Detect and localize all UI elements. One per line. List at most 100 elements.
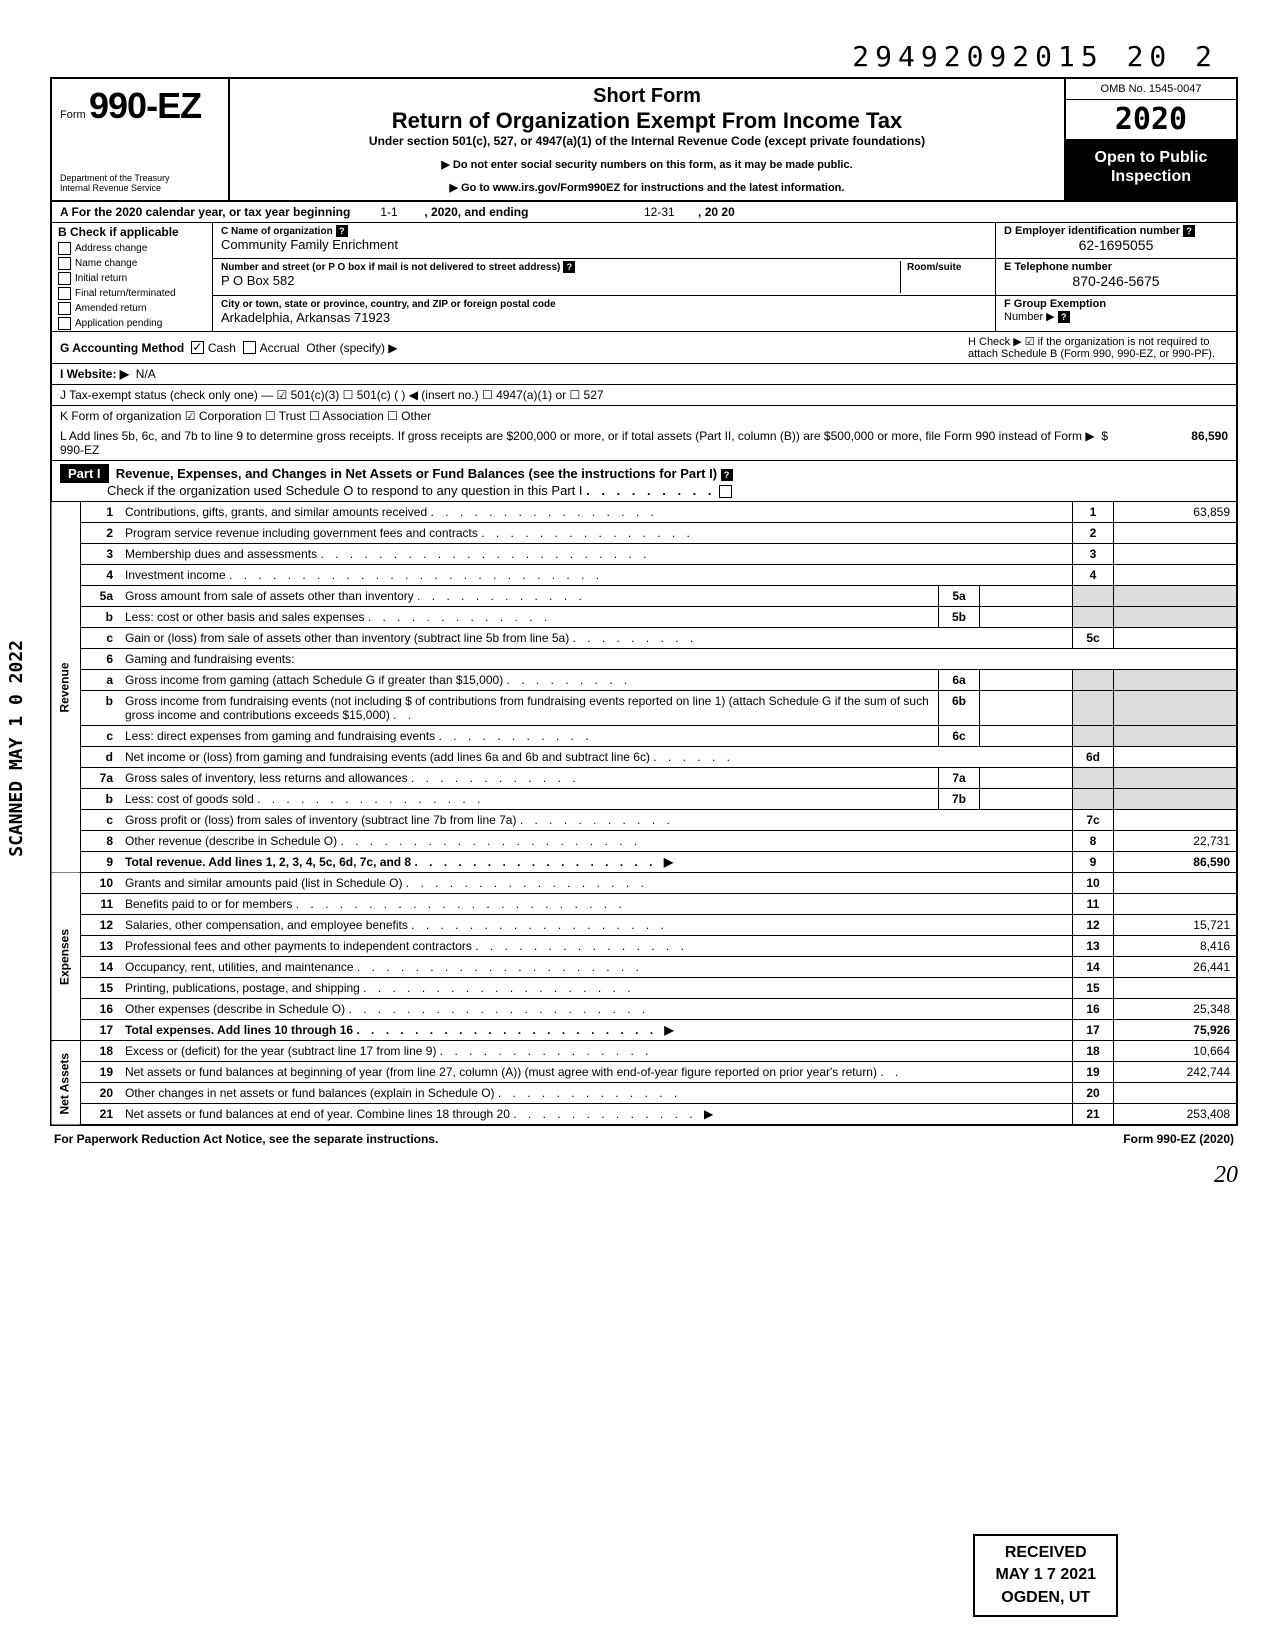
amount: [1114, 1083, 1238, 1104]
box-number: 12: [1073, 915, 1114, 936]
line-row: 8Other revenue (describe in Schedule O) …: [51, 831, 1237, 852]
cb-schedule-o[interactable]: [719, 485, 732, 498]
dept-line-2: Internal Revenue Service: [60, 184, 220, 194]
line-number: 1: [81, 502, 120, 523]
line-row: 5aGross amount from sale of assets other…: [51, 586, 1237, 607]
cb-initial-return[interactable]: Initial return: [52, 271, 212, 286]
e-phone: 870-246-5675: [1004, 273, 1228, 289]
omb-number: OMB No. 1545-0047: [1066, 79, 1236, 100]
box-number: 17: [1073, 1020, 1114, 1041]
line-row: 9Total revenue. Add lines 1, 2, 3, 4, 5c…: [51, 852, 1237, 873]
box-number: 21: [1073, 1104, 1114, 1126]
line-desc: Grants and similar amounts paid (list in…: [119, 873, 1073, 894]
amount: 25,348: [1114, 999, 1238, 1020]
line-desc: Membership dues and assessments . . . . …: [119, 544, 1073, 565]
section-bcdef: B Check if applicable Address change Nam…: [50, 223, 1238, 332]
cb-amended-return[interactable]: Amended return: [52, 301, 212, 316]
inner-box-number: 6b: [939, 691, 980, 726]
line-number: 15: [81, 978, 120, 999]
line-desc: Professional fees and other payments to …: [119, 936, 1073, 957]
cb-app-pending[interactable]: Application pending: [52, 316, 212, 331]
box-number: 5c: [1073, 628, 1114, 649]
line-row: bGross income from fundraising events (n…: [51, 691, 1237, 726]
inner-amount: [980, 768, 1073, 789]
amount: 242,744: [1114, 1062, 1238, 1083]
line-number: 2: [81, 523, 120, 544]
form-number: 990-EZ: [89, 85, 201, 126]
inner-amount: [980, 726, 1073, 747]
side-label: Expenses: [51, 873, 81, 1041]
box-number: 11: [1073, 894, 1114, 915]
line-number: 19: [81, 1062, 120, 1083]
amount: [1114, 565, 1238, 586]
tax-year: 2020: [1066, 100, 1236, 140]
title-main: Return of Organization Exempt From Incom…: [240, 108, 1054, 134]
shaded-amount: [1114, 789, 1238, 810]
line-row: 21Net assets or fund balances at end of …: [51, 1104, 1237, 1126]
line-row: Revenue1Contributions, gifts, grants, an…: [51, 502, 1237, 523]
line-desc: Excess or (deficit) for the year (subtra…: [119, 1041, 1073, 1062]
b-header: B Check if applicable: [52, 223, 212, 241]
line-row: bLess: cost or other basis and sales exp…: [51, 607, 1237, 628]
line-row: 12Salaries, other compensation, and empl…: [51, 915, 1237, 936]
line-desc: Net assets or fund balances at end of ye…: [119, 1104, 1073, 1126]
line-row: cLess: direct expenses from gaming and f…: [51, 726, 1237, 747]
line-number: 11: [81, 894, 120, 915]
box-number: 13: [1073, 936, 1114, 957]
line-row: 13Professional fees and other payments t…: [51, 936, 1237, 957]
line-number: 16: [81, 999, 120, 1020]
line-row: aGross income from gaming (attach Schedu…: [51, 670, 1237, 691]
inner-box-number: 5b: [939, 607, 980, 628]
box-number: 20: [1073, 1083, 1114, 1104]
shaded-box: [1073, 726, 1114, 747]
e-label: E Telephone number: [1004, 261, 1112, 273]
line-row: 2Program service revenue including gover…: [51, 523, 1237, 544]
side-label: Revenue: [51, 502, 81, 873]
j-text: J Tax-exempt status (check only one) — ☑…: [60, 388, 604, 402]
inner-box-number: 5a: [939, 586, 980, 607]
line-row: 4Investment income . . . . . . . . . . .…: [51, 565, 1237, 586]
c-name: Community Family Enrichment: [221, 237, 398, 252]
shaded-amount: [1114, 691, 1238, 726]
box-number: 19: [1073, 1062, 1114, 1083]
c-addr: P O Box 582: [221, 273, 294, 288]
line-number: c: [81, 726, 120, 747]
footer: For Paperwork Reduction Act Notice, see …: [50, 1126, 1238, 1152]
box-number: 6d: [1073, 747, 1114, 768]
scanned-stamp: SCANNED MAY 1 0 2022: [6, 640, 27, 857]
line-number: 14: [81, 957, 120, 978]
cb-name-change[interactable]: Name change: [52, 256, 212, 271]
title-note1: ▶ Do not enter social security numbers o…: [240, 158, 1054, 171]
box-number: 16: [1073, 999, 1114, 1020]
line-number: 6: [81, 649, 120, 670]
i-label: I Website: ▶: [60, 367, 129, 381]
box-number: 10: [1073, 873, 1114, 894]
h-text: H Check ▶ ☑ if the organization is not r…: [968, 335, 1228, 360]
inner-box-number: 7a: [939, 768, 980, 789]
amount: 15,721: [1114, 915, 1238, 936]
shaded-box: [1073, 670, 1114, 691]
serial-number: 29492092015 20 2: [50, 40, 1218, 73]
line-desc: Less: cost or other basis and sales expe…: [119, 607, 939, 628]
g-label: G Accounting Method: [60, 341, 184, 355]
shaded-amount: [1114, 586, 1238, 607]
line-a: A For the 2020 calendar year, or tax yea…: [50, 202, 1238, 223]
cb-address-change[interactable]: Address change: [52, 241, 212, 256]
cb-cash[interactable]: [191, 341, 204, 354]
inner-amount: [980, 586, 1073, 607]
line-number: 18: [81, 1041, 120, 1062]
title-note2: ▶ Go to www.irs.gov/Form990EZ for instru…: [240, 181, 1054, 194]
open-public: Open to Public Inspection: [1066, 140, 1236, 200]
d-ein: 62-1695055: [1004, 237, 1228, 253]
cb-accrual[interactable]: [243, 341, 256, 354]
line-desc: Other expenses (describe in Schedule O) …: [119, 999, 1073, 1020]
line-number: d: [81, 747, 120, 768]
line-number: c: [81, 628, 120, 649]
box-number: 18: [1073, 1041, 1114, 1062]
line-number: 7a: [81, 768, 120, 789]
line-number: b: [81, 789, 120, 810]
line-row: 14Occupancy, rent, utilities, and mainte…: [51, 957, 1237, 978]
line-desc: Gross sales of inventory, less returns a…: [119, 768, 939, 789]
cb-final-return[interactable]: Final return/terminated: [52, 286, 212, 301]
form-header: Form 990-EZ Department of the Treasury I…: [50, 77, 1238, 202]
